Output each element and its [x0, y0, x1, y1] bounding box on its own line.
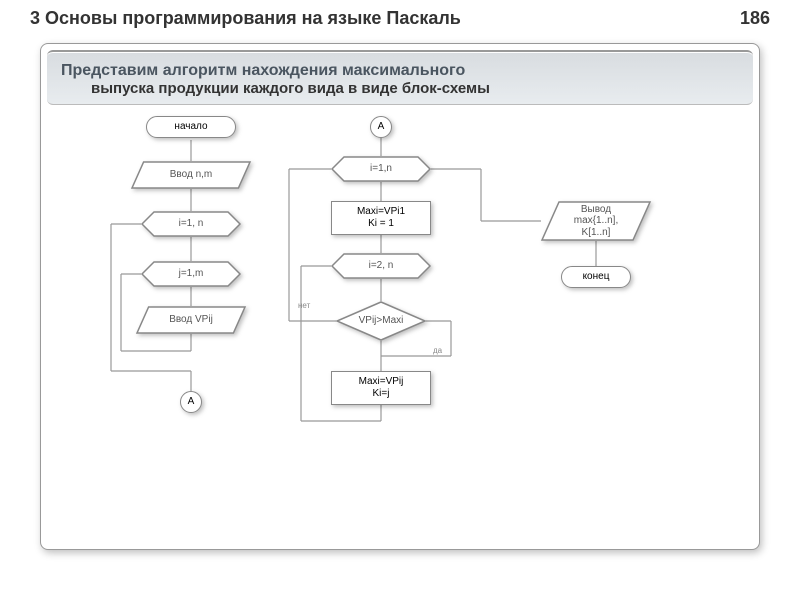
title-sub: выпуска продукции каждого вида в виде бл…	[61, 80, 739, 98]
node-loop_i3	[331, 253, 431, 279]
node-input_nm	[131, 161, 251, 189]
node-end: конец	[561, 266, 631, 288]
node-loop_i1	[141, 211, 241, 237]
title-band: Представим алгоритм нахождения максималь…	[47, 50, 753, 105]
node-input_vp	[136, 306, 246, 334]
edge-label-no: нет	[298, 301, 310, 310]
node-output	[541, 201, 651, 241]
title-main: Представим алгоритм нахождения максималь…	[61, 62, 739, 80]
node-connA2: A	[370, 116, 392, 138]
node-decision	[336, 301, 426, 341]
node-loop_j1	[141, 261, 241, 287]
node-start: начало	[146, 116, 236, 138]
page-number: 186	[740, 8, 770, 29]
flowchart: началоВвод n,mi=1, nj=1,mВвод VPijAAi=1,…	[41, 111, 759, 531]
edge-label-yes: да	[433, 346, 442, 355]
slide-frame: Представим алгоритм нахождения максималь…	[40, 43, 760, 550]
node-assign1: Maxi=VPi1Ki = 1	[331, 201, 431, 235]
node-assign2: Maxi=VPijKi=j	[331, 371, 431, 405]
node-loop_i2	[331, 156, 431, 182]
chapter-title: 3 Основы программирования на языке Паска…	[30, 8, 461, 29]
node-connA1: A	[180, 391, 202, 413]
